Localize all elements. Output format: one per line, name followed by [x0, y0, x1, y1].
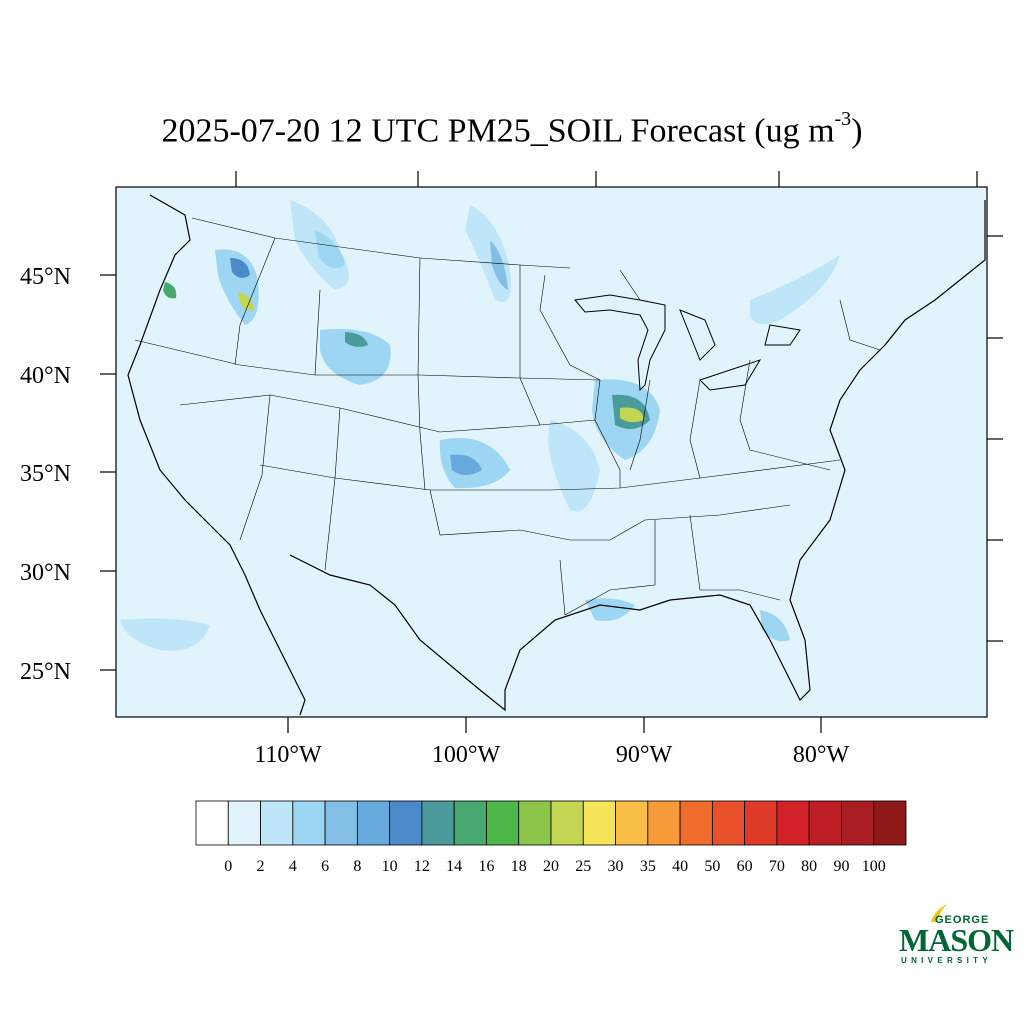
colorbar-swatch [453, 800, 487, 846]
colorbar-label: 0 [224, 858, 232, 875]
map-title: 2025-07-20 12 UTC PM25_SOIL Forecast (ug… [0, 108, 1024, 150]
right-ticks [987, 235, 1003, 642]
colorbar-swatch [841, 800, 875, 846]
colorbar-swatch [195, 800, 229, 846]
colorbar-label: 8 [353, 858, 361, 875]
left-ticks [100, 274, 116, 671]
great-lakes [574, 294, 666, 392]
field-blob-idaho-peak [238, 292, 254, 311]
field-blob-kansas-core [450, 454, 482, 475]
colorbar-swatch [227, 800, 261, 846]
colorbar-swatch [550, 800, 584, 846]
field-blob-northeast [750, 255, 840, 324]
great-lakes-east [679, 309, 801, 391]
colorbar-label: 70 [769, 858, 785, 875]
field-blob-dakota-core [490, 240, 508, 290]
colorbar-label: 80 [801, 858, 817, 875]
colorbar-label: 2 [257, 858, 265, 875]
logo-university: UNIVERSITY [901, 956, 993, 965]
colorbar-swatch [873, 800, 907, 846]
field-blob-wyoming-core [345, 332, 368, 347]
field-blob-florida [760, 610, 790, 642]
state-boundaries [134, 217, 881, 616]
lat-label-30: 30°N [20, 560, 71, 586]
lat-label-35: 35°N [20, 461, 71, 487]
colorbar-label: 14 [446, 858, 462, 875]
title-text: 2025-07-20 12 UTC PM25_SOIL Forecast (ug… [161, 112, 835, 150]
field-blob-oregon [163, 282, 177, 299]
lon-label-100: 100°W [432, 742, 501, 768]
colorbar-label: 25 [575, 858, 591, 875]
colorbar-label: 6 [321, 858, 329, 875]
field-blob-wyoming [320, 329, 391, 385]
colorbar-label: 35 [640, 858, 656, 875]
logo-george: GEORGE [935, 914, 990, 926]
colorbar-swatch [260, 800, 294, 846]
colorbar-label: 30 [608, 858, 624, 875]
colorbar-label: 20 [543, 858, 559, 875]
lon-label-110: 110°W [254, 742, 322, 768]
bottom-ticks [287, 717, 822, 733]
colorbar-swatch [292, 800, 326, 846]
colorbar-label: 10 [382, 858, 398, 875]
colorbar-swatch [711, 800, 746, 846]
coastline [127, 194, 986, 716]
colorbar-swatch [356, 800, 391, 846]
colorbar-swatch [421, 800, 455, 846]
field-blob-montana-core [315, 230, 345, 269]
field-blob-idaho-core [230, 258, 250, 278]
colorbar-label: 16 [478, 858, 494, 875]
colorbar: 0 2 4 6 8 10 12 14 16 18 20 25 30 35 40 50 60 70 80 90 100 [195, 800, 907, 875]
lat-label-45: 45°N [20, 264, 71, 290]
field-blob-southwest [120, 618, 210, 651]
colorbar-label: 40 [672, 858, 688, 875]
colorbar-label: 12 [414, 858, 430, 875]
colorbar-label: 18 [511, 858, 527, 875]
colorbar-swatch [647, 800, 681, 846]
colorbar-swatch [679, 800, 713, 846]
lat-label-40: 40°N [20, 363, 71, 389]
colorbar-label: 4 [289, 858, 297, 875]
colorbar-swatch [324, 800, 358, 846]
map-frame [115, 186, 988, 718]
colorbar-label: 60 [737, 858, 753, 875]
lon-label-90: 90°W [616, 742, 673, 768]
title-close: ) [851, 112, 863, 150]
logo-mason: MASON [899, 922, 1014, 958]
top-ticks [235, 171, 978, 187]
colorbar-swatch [486, 800, 520, 846]
lat-label-25: 25°N [20, 659, 71, 685]
colorbar-label: 90 [833, 858, 849, 875]
field-blob-illinois-peak [620, 407, 644, 423]
flame-icon [931, 904, 947, 922]
colorbar-swatch [389, 800, 423, 846]
colorbar-swatch [776, 800, 810, 846]
field-blob-gulf [585, 598, 635, 621]
colorbar-swatch [518, 800, 552, 846]
colorbar-swatch [744, 800, 778, 846]
gmu-logo: GEORGE MASON UNIVERSITY [895, 898, 1014, 968]
title-superscript: -3 [834, 108, 852, 130]
colorbar-swatch [808, 800, 842, 846]
colorbar-swatch [615, 800, 649, 846]
colorbar-swatch [582, 800, 616, 846]
colorbar-label: 50 [704, 858, 720, 875]
lon-label-80: 80°W [793, 742, 850, 768]
colorbar-label: 100 [862, 858, 886, 875]
